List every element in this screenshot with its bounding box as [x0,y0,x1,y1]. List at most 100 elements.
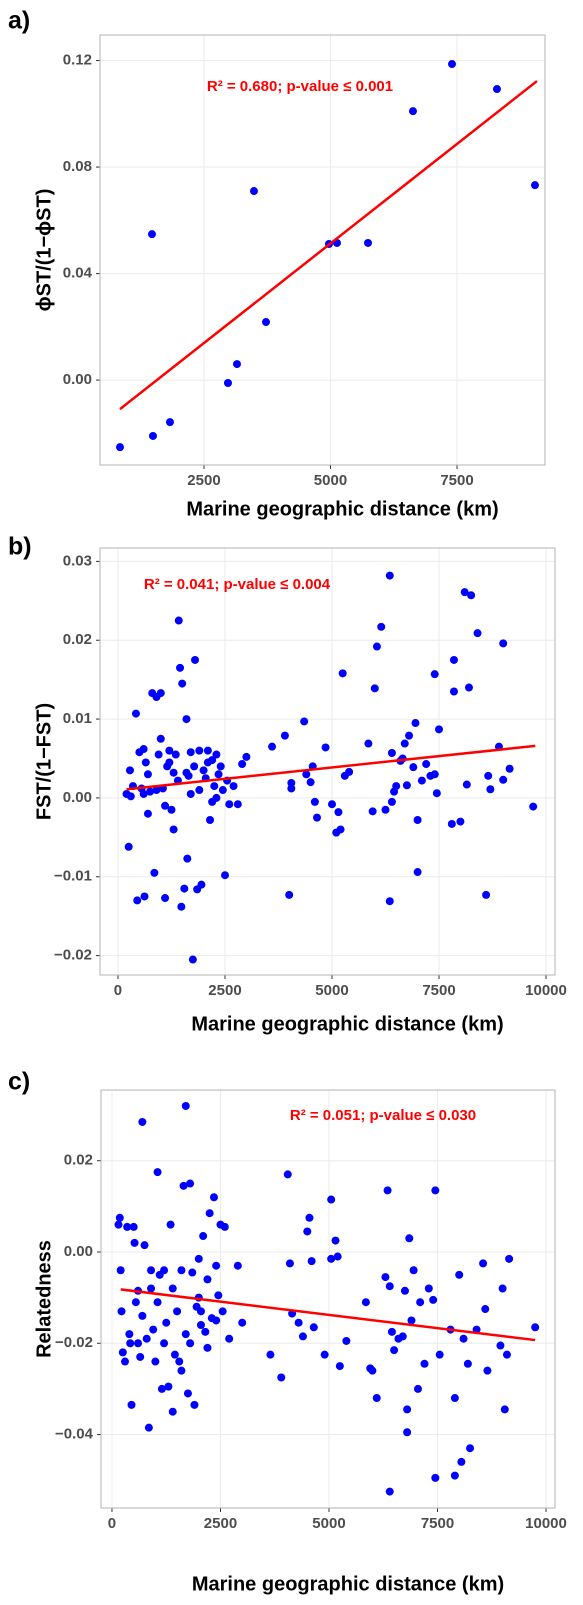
point [411,719,420,728]
y-tick-label: 0.00 [64,1243,93,1260]
point [500,1405,509,1414]
point [499,775,508,784]
point [142,1334,151,1343]
point [212,1261,221,1270]
point [416,1298,425,1307]
point [196,1307,205,1316]
point [160,1266,169,1275]
point [147,230,156,239]
point [196,1321,205,1330]
point [320,1350,329,1359]
point [460,588,469,597]
point [340,771,349,780]
point [479,1259,488,1268]
point [505,1254,514,1263]
point [334,808,343,817]
point [431,1473,440,1482]
point [413,815,422,824]
point [266,1350,275,1359]
point [481,1305,490,1314]
y-tick-label: −0.04 [55,1425,94,1442]
point [186,789,195,798]
point [168,1284,177,1293]
point [431,1186,440,1195]
point [190,1400,199,1409]
point [174,616,183,625]
point [180,884,189,893]
point [139,789,148,798]
point [457,1457,466,1466]
point [268,742,277,751]
point [238,760,247,769]
point [400,1286,409,1295]
point [327,1254,336,1263]
point [432,789,441,798]
point [220,1222,229,1231]
point [408,107,417,116]
point [338,669,347,678]
point [138,1311,147,1320]
point [287,784,296,793]
point [131,709,140,718]
point [447,60,456,69]
point [168,1407,177,1416]
point [387,748,396,757]
point [498,1284,507,1293]
point [199,766,208,775]
point [420,1359,429,1368]
point [157,1384,166,1393]
y-tick-label: 0.00 [63,789,92,806]
point [188,1268,197,1277]
x-axis-title: Marine geographic distance (km) [186,498,498,520]
point [134,1339,143,1348]
point [177,902,186,911]
point [125,766,134,775]
y-tick-label: 0.02 [63,631,92,648]
x-tick-label: 2500 [187,472,220,489]
point [459,1334,468,1343]
point [177,1266,186,1275]
x-axis-title: Marine geographic distance (km) [191,1013,503,1035]
point [464,683,473,692]
point [372,1394,381,1403]
point [463,1359,472,1368]
point [368,807,377,816]
point [377,622,386,631]
point [466,1444,475,1453]
point [385,1487,394,1496]
point [178,679,187,688]
plot-border [100,1089,556,1509]
point [140,1241,149,1250]
point [186,1179,195,1188]
point [429,1295,438,1304]
point [170,1350,179,1359]
point [123,1222,132,1231]
point [126,792,135,801]
point [139,745,148,754]
point [261,318,270,327]
point [161,801,170,810]
point [164,1382,173,1391]
point [124,842,133,851]
point [181,1330,190,1339]
point [447,819,456,828]
x-tick-label: 10000 [525,982,567,999]
annotation: R² = 0.041; p-value ≤ 0.004 [144,576,331,593]
point [223,378,232,387]
y-tick-label: −0.01 [54,868,92,885]
point [505,764,514,773]
point [385,897,394,906]
x-tick-label: 7500 [422,982,455,999]
point [156,689,165,698]
point [435,1350,444,1359]
y-tick-label: 0.01 [63,710,92,727]
point [195,786,204,795]
point [385,1282,394,1291]
y-axis-title: ϕST/(1−ϕST) [33,189,55,312]
point [287,778,296,787]
y-tick-label: 0.00 [63,371,92,388]
point [233,800,242,809]
point [115,443,124,452]
point [449,655,458,664]
